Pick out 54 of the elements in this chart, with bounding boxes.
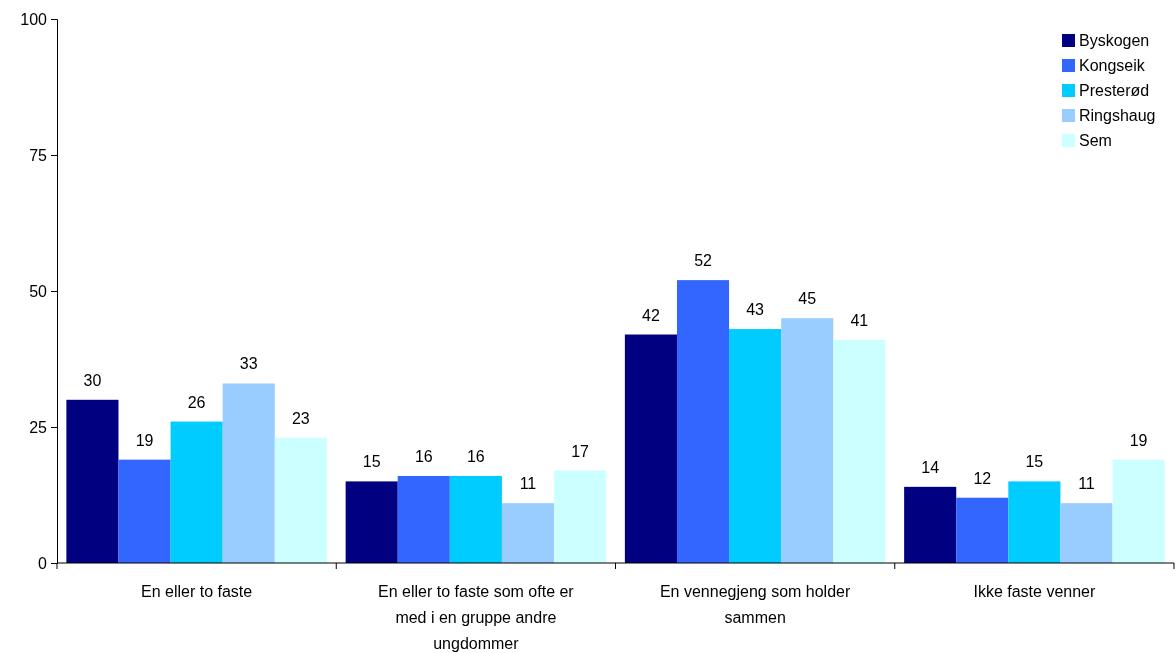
data-label: 15 <box>362 453 381 471</box>
bar <box>1112 459 1165 563</box>
bar <box>729 329 782 563</box>
y-tick-label: 100 <box>20 10 48 28</box>
bar <box>274 437 327 563</box>
data-label: 19 <box>1129 431 1148 449</box>
data-label: 43 <box>746 301 765 319</box>
data-label: 14 <box>921 458 940 476</box>
bar <box>624 334 677 563</box>
data-label: 16 <box>414 447 433 465</box>
x-tick-label: Ikke faste venner <box>973 583 1096 600</box>
data-label: 33 <box>239 355 258 373</box>
data-label: 45 <box>798 290 817 308</box>
legend-label: Byskogen <box>1079 32 1150 49</box>
y-tick-label: 0 <box>38 554 48 572</box>
data-label: 30 <box>83 371 102 389</box>
data-label: 12 <box>973 469 992 487</box>
bar <box>676 280 730 563</box>
y-tick-label: 25 <box>29 418 48 436</box>
bar <box>449 475 502 563</box>
data-label: 42 <box>642 306 660 324</box>
bar <box>781 318 834 563</box>
x-tick-label: En vennegjeng som holder sammen <box>659 583 851 626</box>
bar <box>1060 503 1113 563</box>
bar <box>397 475 450 563</box>
bar <box>170 421 223 563</box>
bar <box>904 486 957 563</box>
bar <box>345 481 398 563</box>
legend-label: Sem <box>1079 132 1112 149</box>
data-label: 23 <box>291 409 310 427</box>
x-tick-label: En eller to faste <box>141 583 253 600</box>
data-label: 26 <box>187 393 206 411</box>
data-label: 52 <box>694 252 713 270</box>
data-label: 41 <box>850 311 869 329</box>
legend-label: Presterød <box>1079 82 1150 99</box>
data-label: 17 <box>571 442 590 460</box>
y-tick-label: 50 <box>29 282 48 300</box>
bar <box>66 399 119 563</box>
x-tick-label: En eller to faste som ofte er med i en gruppe andre ungdommer <box>378 583 575 652</box>
y-tick-label: 75 <box>29 146 48 164</box>
bar <box>554 470 607 563</box>
data-label: 11 <box>519 475 537 493</box>
data-label: 16 <box>466 447 485 465</box>
bar <box>1008 481 1061 563</box>
legend-label: Kongseik <box>1079 57 1146 74</box>
bar <box>956 497 1009 563</box>
data-label: 11 <box>1078 475 1095 493</box>
bar <box>833 339 886 563</box>
bar <box>501 503 555 563</box>
data-label: 19 <box>135 431 154 449</box>
legend-label: Ringshaug <box>1079 107 1156 124</box>
data-label: 15 <box>1025 453 1044 471</box>
bar <box>222 383 275 563</box>
bar <box>118 459 171 563</box>
